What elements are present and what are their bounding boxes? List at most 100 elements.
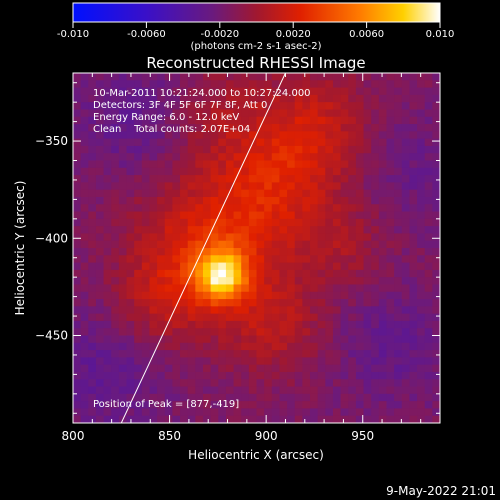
heatmap-cell [279, 131, 288, 140]
heatmap-cell [371, 145, 380, 154]
heatmap-cell [317, 204, 326, 213]
heatmap-cell [202, 80, 212, 89]
heatmap-cell [202, 357, 212, 366]
heatmap-cell [363, 262, 372, 271]
heatmap-cell [73, 73, 82, 81]
heatmap-cell [394, 211, 403, 220]
heatmap-cell [417, 153, 426, 162]
heatmap-cell [187, 131, 196, 140]
heatmap-cell [195, 87, 204, 96]
heatmap-cell [225, 401, 235, 410]
heatmap-cell [279, 408, 288, 417]
heatmap-cell [126, 379, 135, 388]
heatmap-cell [210, 335, 219, 344]
heatmap-cell [325, 262, 334, 271]
heatmap-cell [294, 335, 303, 344]
heatmap-cell [271, 350, 281, 358]
heatmap-cell [424, 306, 433, 315]
heatmap-cell [95, 342, 105, 351]
heatmap-cell [401, 124, 411, 132]
heatmap-cell [233, 320, 242, 329]
heatmap-cell [317, 284, 326, 293]
heatmap-cell [80, 182, 89, 191]
heatmap-cell [401, 87, 411, 96]
heatmap-cell [118, 145, 128, 154]
heatmap-cell [386, 182, 395, 191]
heatmap-cell [386, 87, 395, 96]
heatmap-cell [310, 189, 319, 198]
heatmap-cell [164, 80, 173, 89]
colorbar-ticks: -0.010 -0.0060 -0.0020 0.0020 0.0060 0.010 [57, 22, 454, 40]
heatmap-cell [348, 211, 357, 220]
heatmap-cell [340, 109, 349, 118]
heatmap-cell [340, 182, 349, 191]
heatmap-cell [279, 87, 288, 96]
heatmap-cell [248, 379, 258, 388]
heatmap-cell [141, 386, 151, 395]
heatmap-cell [294, 218, 303, 227]
heatmap-cell [164, 408, 173, 417]
annotation-time: 10-Mar-2011 10:21:24.000 to 10:27:24.000 [93, 88, 311, 99]
heatmap-cell [149, 386, 158, 395]
heatmap-cell [287, 218, 296, 227]
heatmap-cell [294, 328, 303, 337]
heatmap-cell [202, 364, 212, 373]
heatmap-cell [248, 131, 258, 140]
heatmap-cell [409, 313, 418, 322]
heatmap-cell [103, 196, 112, 205]
heatmap-cell [432, 80, 440, 89]
heatmap-cell [378, 364, 388, 373]
heatmap-cell [271, 328, 281, 337]
heatmap-cell [294, 255, 303, 264]
heatmap-cell [233, 306, 242, 315]
heatmap-cell [187, 196, 196, 205]
heatmap-cell [88, 357, 97, 366]
heatmap-cell [401, 248, 411, 256]
heatmap-cell [279, 342, 288, 351]
heatmap-cell [279, 335, 288, 344]
heatmap-cell [149, 269, 158, 278]
heatmap-cell [417, 262, 426, 271]
heatmap-cell [363, 182, 372, 191]
heatmap-cell [294, 320, 303, 329]
heatmap-cell [317, 138, 326, 147]
heatmap-cell [417, 182, 426, 191]
heatmap-cell [241, 73, 250, 81]
heatmap-cell [355, 102, 365, 111]
heatmap-cell [164, 379, 173, 388]
heatmap-cell [248, 262, 258, 271]
heatmap-cell [248, 102, 258, 111]
heatmap-cell [149, 284, 158, 293]
heatmap-cell [103, 211, 112, 220]
heatmap-cell [248, 291, 258, 300]
heatmap-cell [149, 73, 158, 81]
heatmap-cell [187, 342, 196, 351]
heatmap-cell [187, 328, 196, 337]
heatmap-cell [95, 226, 105, 235]
heatmap-cell [310, 269, 319, 278]
heatmap-cell [394, 182, 403, 191]
heatmap-cell [180, 299, 189, 307]
heatmap-cell [355, 73, 365, 81]
heatmap-cell [134, 299, 143, 307]
heatmap-cell [271, 233, 281, 242]
heatmap-cell [401, 189, 411, 198]
heatmap-cell [378, 248, 388, 256]
heatmap-cell [378, 204, 388, 213]
heatmap-cell [310, 226, 319, 235]
heatmap-cell [95, 248, 105, 256]
heatmap-cell [279, 350, 288, 358]
heatmap-cell [88, 138, 97, 147]
heatmap-cell [103, 167, 112, 176]
heatmap-cell [401, 138, 411, 147]
heatmap-cell [118, 226, 128, 235]
heatmap-cell [195, 211, 204, 220]
heatmap-cell [233, 80, 242, 89]
heatmap-cell [279, 233, 288, 242]
colorbar-tick-label: 0.0060 [349, 29, 384, 40]
heatmap-cell [417, 218, 426, 227]
heatmap-cell [394, 109, 403, 118]
heatmap-cell [325, 269, 334, 278]
heatmap-cell [302, 226, 311, 235]
heatmap-cell [325, 160, 334, 169]
